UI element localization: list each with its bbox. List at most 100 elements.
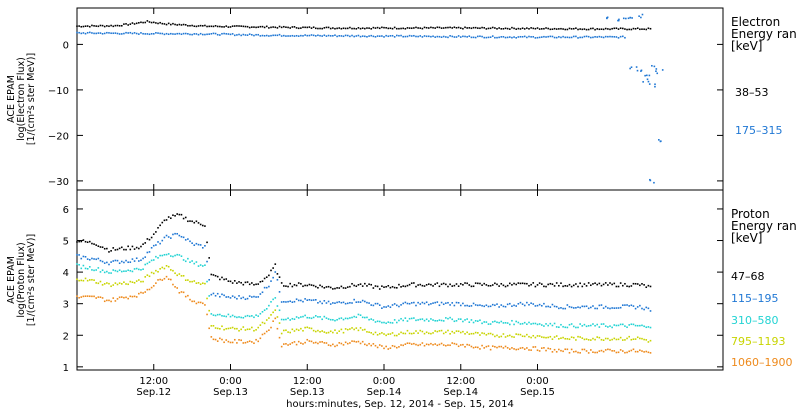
data-point <box>500 28 503 30</box>
data-point <box>80 267 83 270</box>
data-point <box>233 296 236 299</box>
data-point <box>131 22 134 24</box>
data-point <box>385 334 387 337</box>
data-point <box>314 27 317 30</box>
data-point <box>383 333 385 335</box>
data-point <box>526 301 528 304</box>
data-point <box>651 64 653 67</box>
data-point <box>632 338 635 341</box>
data-point <box>178 23 181 26</box>
data-point <box>449 26 451 29</box>
data-point <box>432 285 434 287</box>
data-point <box>502 35 505 38</box>
data-point <box>359 314 362 316</box>
data-point <box>312 299 315 301</box>
y-tick-label: −20 <box>48 131 69 142</box>
data-point <box>423 319 426 322</box>
data-point <box>487 305 490 308</box>
data-point <box>370 28 373 30</box>
data-point <box>182 259 185 261</box>
data-point <box>274 317 277 320</box>
data-point <box>540 304 543 307</box>
data-point <box>244 34 247 36</box>
data-point <box>636 283 639 285</box>
data-point <box>374 27 377 29</box>
data-point <box>440 283 443 286</box>
data-point <box>80 25 83 28</box>
data-point <box>413 342 415 345</box>
data-point <box>142 292 144 294</box>
data-point <box>210 293 213 296</box>
data-point <box>402 27 404 30</box>
data-point <box>314 299 317 301</box>
data-point <box>592 323 594 325</box>
data-point <box>199 301 202 304</box>
data-point <box>523 321 526 324</box>
data-point <box>259 312 262 315</box>
data-point <box>515 333 517 335</box>
data-point <box>406 342 409 344</box>
data-point <box>274 271 277 273</box>
data-point <box>434 330 436 332</box>
data-point <box>227 340 230 343</box>
data-point <box>583 338 586 341</box>
data-point <box>268 35 270 37</box>
data-point <box>624 304 626 306</box>
data-point <box>283 25 285 28</box>
data-point <box>590 349 592 351</box>
data-point <box>483 27 486 29</box>
data-point <box>427 35 430 38</box>
data-point <box>231 33 234 35</box>
data-point <box>142 268 144 270</box>
data-point <box>613 324 616 326</box>
data-point <box>519 323 522 325</box>
data-point <box>368 283 370 286</box>
data-point <box>123 270 125 273</box>
data-point <box>270 280 272 282</box>
data-point <box>133 248 136 250</box>
data-point <box>621 27 624 30</box>
data-point <box>201 33 204 36</box>
data-point <box>396 27 398 30</box>
data-point <box>436 301 439 303</box>
data-point <box>643 325 645 328</box>
data-point <box>155 231 157 233</box>
data-point <box>410 27 413 30</box>
data-point <box>609 28 611 31</box>
data-point <box>453 320 456 323</box>
data-point <box>536 36 539 39</box>
data-point <box>568 305 571 308</box>
data-point <box>355 341 358 343</box>
data-point <box>268 304 270 307</box>
data-point <box>515 37 517 39</box>
data-point <box>421 318 424 320</box>
data-point <box>366 344 368 347</box>
data-point <box>466 343 468 346</box>
data-point <box>310 340 313 343</box>
data-point <box>621 339 624 341</box>
data-point <box>611 338 613 341</box>
data-point <box>182 217 185 220</box>
data-point <box>325 302 328 304</box>
data-point <box>263 286 266 289</box>
data-point <box>474 346 477 348</box>
data-point <box>223 32 225 35</box>
data-point <box>630 349 633 352</box>
data-point <box>323 287 326 289</box>
data-point <box>225 33 228 35</box>
data-point <box>532 346 535 348</box>
data-point <box>204 225 206 227</box>
data-point <box>393 286 396 289</box>
data-point <box>635 66 638 68</box>
data-point <box>521 27 524 30</box>
data-point <box>174 232 176 235</box>
data-point <box>129 280 132 283</box>
data-point <box>123 281 125 283</box>
data-point <box>598 326 601 328</box>
data-point <box>447 344 449 346</box>
data-point <box>587 307 590 310</box>
data-point <box>78 254 80 256</box>
data-point <box>144 33 147 35</box>
data-point <box>108 299 110 302</box>
